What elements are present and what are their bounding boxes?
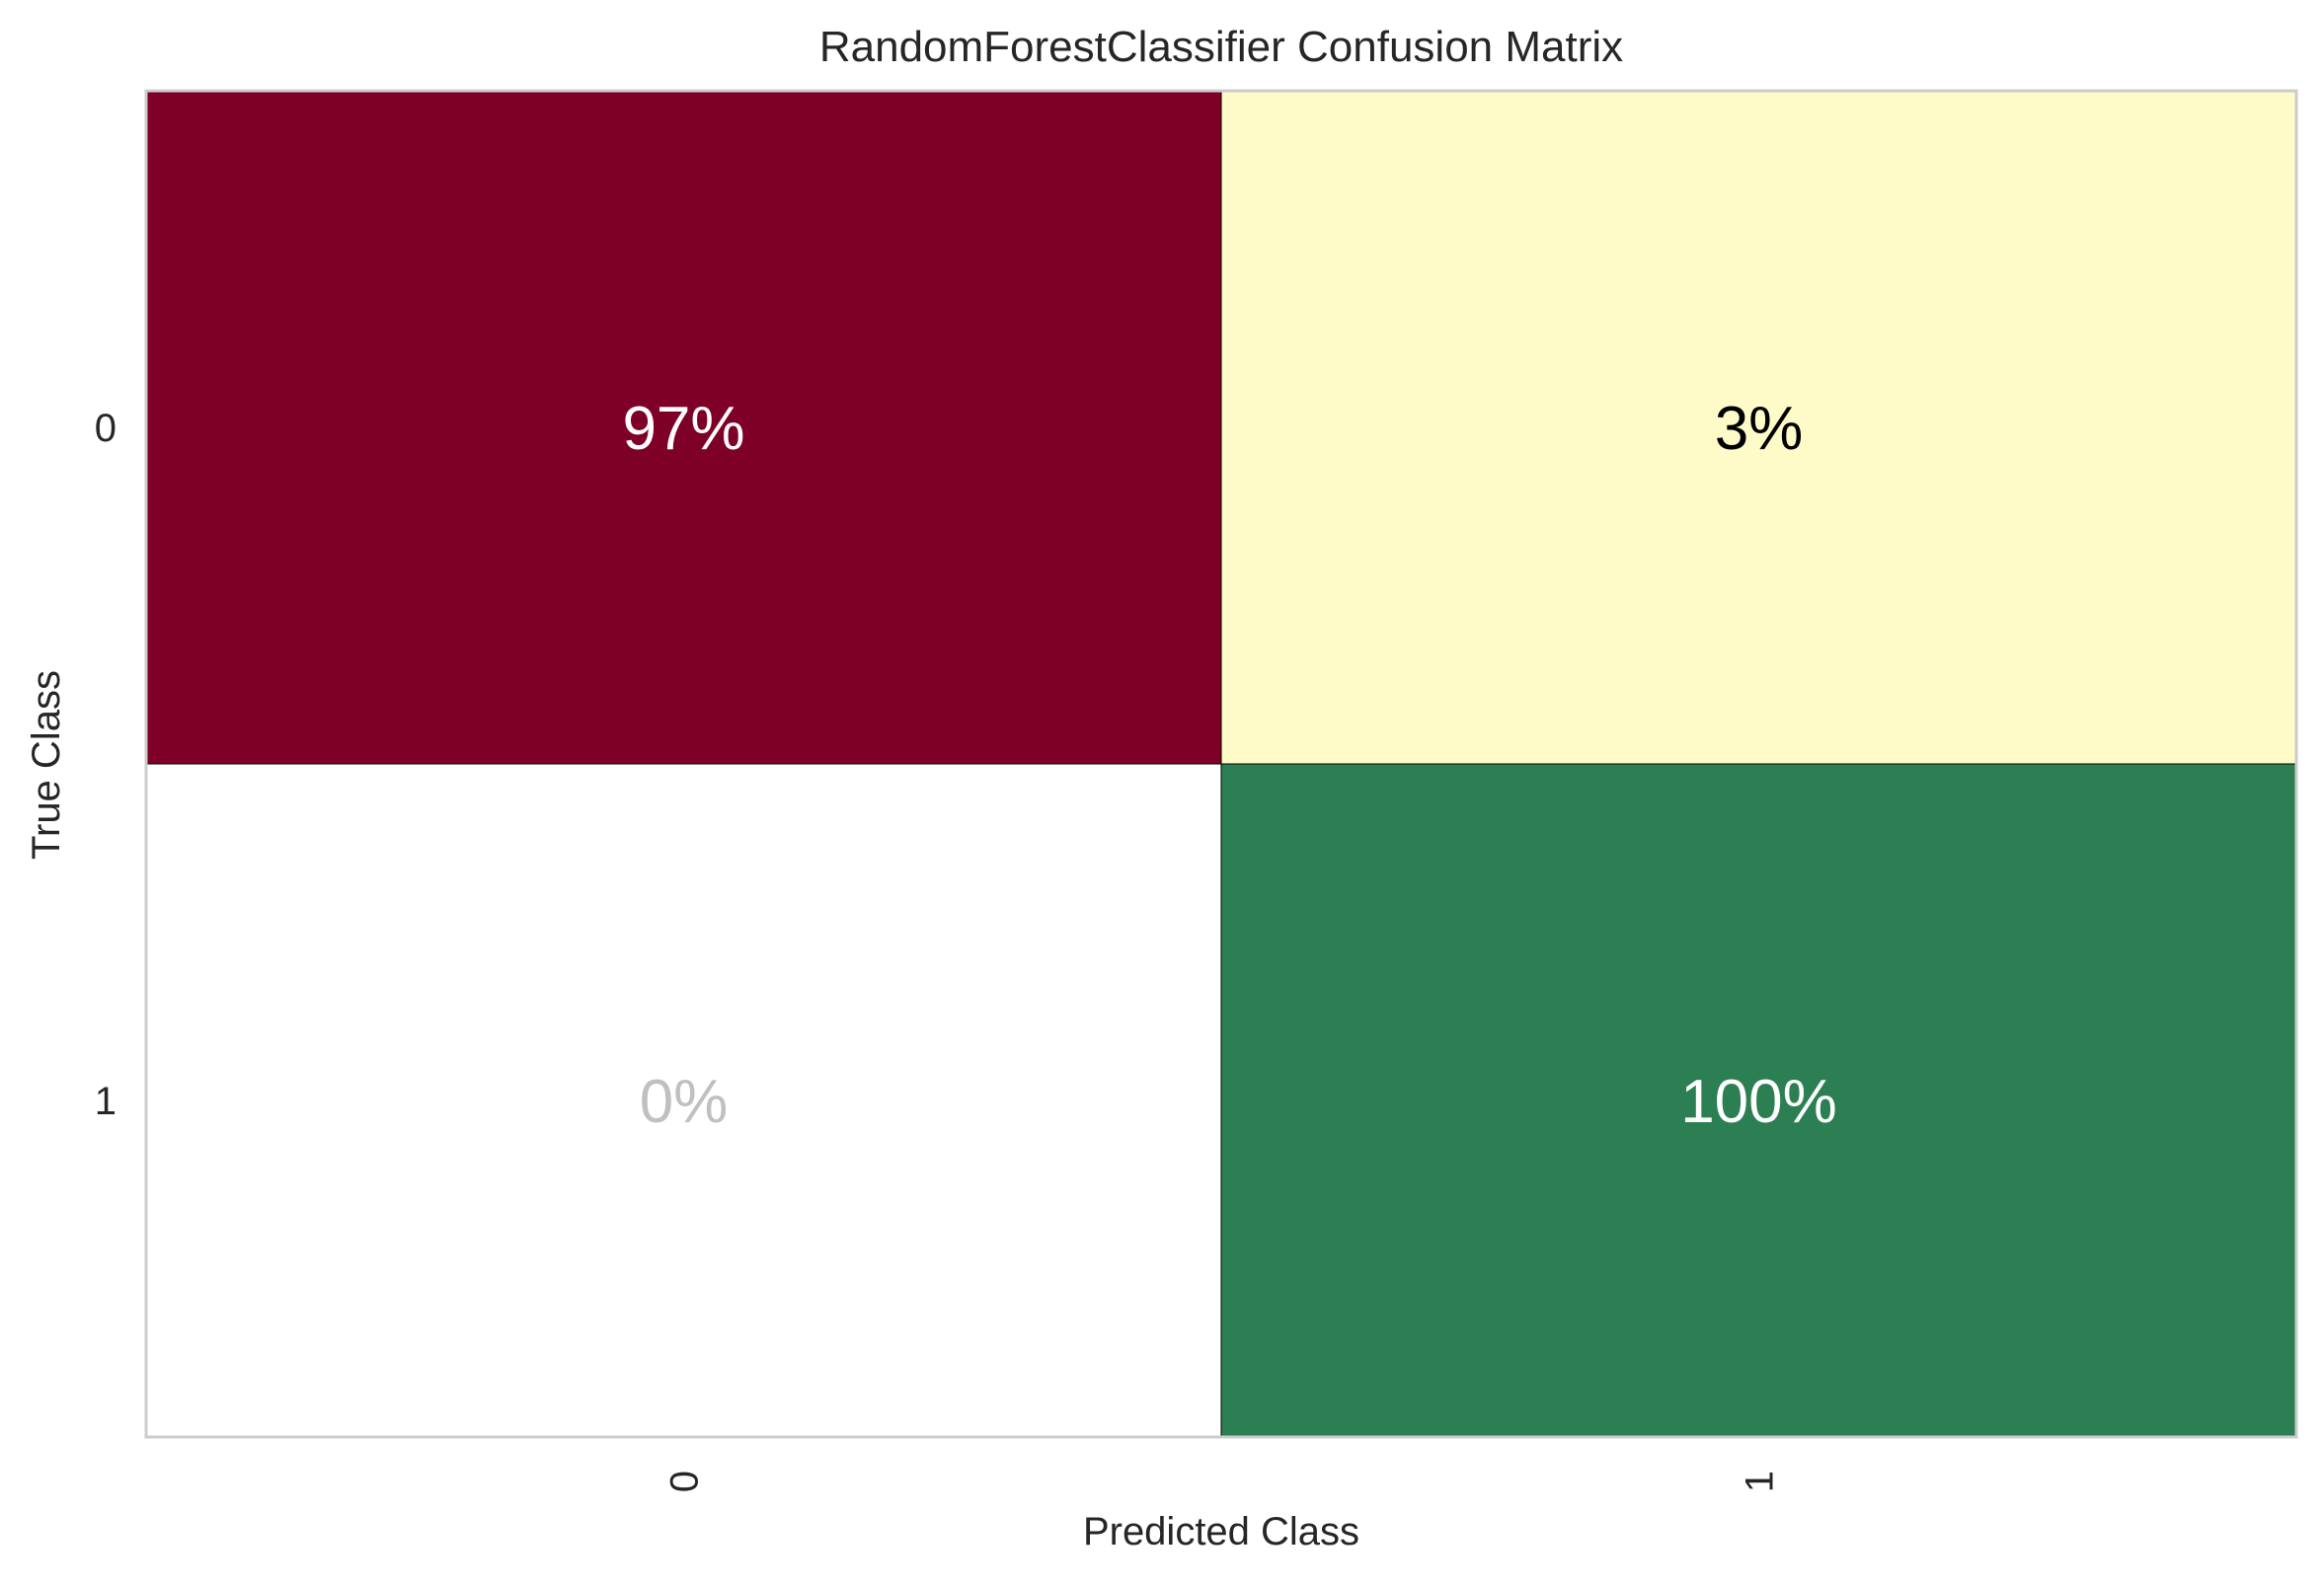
y-tick-label-0: 0 <box>95 407 116 450</box>
x-tick-label-0: 0 <box>663 1471 707 1492</box>
y-tick-labels: 01 <box>95 407 116 1123</box>
cell-value-label-0-0: 97% <box>622 395 744 463</box>
x-tick-label-1: 1 <box>1739 1471 1782 1492</box>
matrix-cell-1-0 <box>145 763 1222 1438</box>
y-tick-label-1: 1 <box>95 1080 116 1123</box>
cell-value-label-1-1: 100% <box>1680 1068 1837 1136</box>
y-axis-label: True Class <box>25 670 68 860</box>
cell-value-label-0-1: 3% <box>1715 395 1804 463</box>
matrix-cells <box>145 90 2297 1438</box>
chart-title: RandomForestClassifier Confusion Matrix <box>819 23 1623 71</box>
plot-frame <box>144 89 2298 1439</box>
matrix-cell-labels: 97% 3% 0% 100% <box>622 395 1836 1136</box>
cell-value-label-1-0: 0% <box>640 1068 729 1136</box>
x-axis-label: Predicted Class <box>1083 1510 1359 1553</box>
matrix-cell-1-1 <box>1220 763 2297 1438</box>
matrix-cell-0-0 <box>145 90 1222 765</box>
matrix-cell-0-1 <box>1220 90 2297 765</box>
